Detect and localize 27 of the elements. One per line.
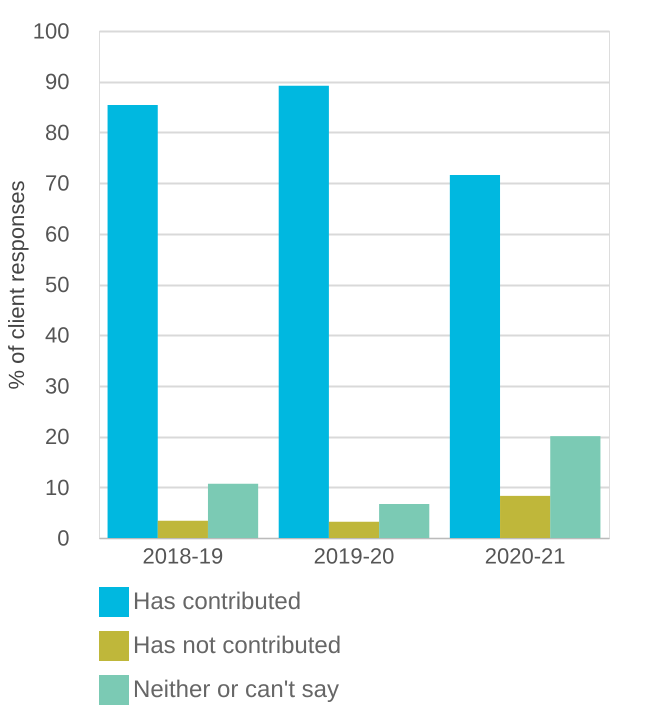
legend-label: Has not contributed	[133, 632, 342, 659]
y-tick-label: 20	[45, 424, 70, 450]
bar	[450, 174, 500, 538]
y-tick-label: 30	[45, 373, 70, 398]
bar	[278, 86, 329, 538]
bar	[208, 484, 258, 538]
bar	[158, 520, 208, 538]
y-tick-label: 0	[57, 526, 70, 550]
bar	[379, 504, 430, 538]
bar	[108, 105, 158, 538]
y-tick-label: 100	[32, 18, 70, 44]
y-tick-label: 60	[45, 221, 70, 246]
bar	[328, 522, 380, 538]
legend-label: Has contributed	[133, 588, 302, 615]
x-tick-label: 2018-19	[142, 544, 224, 568]
y-tick-label: 90	[45, 69, 70, 94]
y-tick-label: 50	[45, 272, 70, 297]
x-tick-label: 2019-20	[314, 544, 394, 568]
bar	[500, 496, 550, 538]
y-tick-label: 40	[45, 322, 70, 348]
legend-label: Neither or can't say	[133, 676, 340, 703]
y-tick-label: 10	[45, 474, 70, 500]
x-tick-label: 2020-21	[484, 544, 566, 568]
bar	[550, 436, 600, 538]
y-axis-title: % of client responses	[4, 180, 29, 390]
y-tick-label: 70	[45, 170, 70, 196]
y-tick-label: 80	[45, 120, 70, 145]
